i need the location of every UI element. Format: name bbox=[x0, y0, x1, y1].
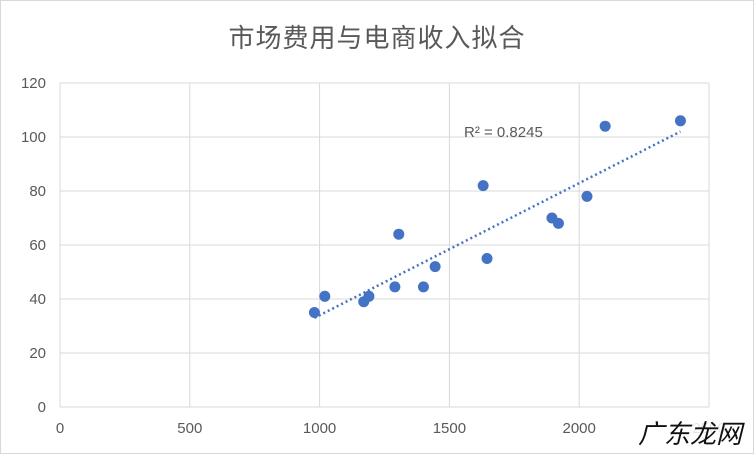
data-point bbox=[481, 253, 493, 264]
y-tick-label: 0 bbox=[38, 399, 46, 416]
trendline bbox=[313, 130, 682, 320]
data-point bbox=[389, 281, 401, 293]
r-squared-label: R² = 0.8245 bbox=[464, 124, 543, 141]
data-point bbox=[599, 120, 611, 132]
data-point bbox=[363, 290, 375, 302]
data-point bbox=[581, 190, 593, 202]
x-tick-label: 0 bbox=[56, 420, 64, 437]
y-tick-label: 20 bbox=[29, 345, 46, 362]
watermark-logo: 广东龙网 bbox=[633, 420, 746, 450]
data-point bbox=[393, 228, 405, 240]
x-tick-label: 1500 bbox=[433, 420, 466, 437]
data-point bbox=[308, 307, 320, 318]
data-point bbox=[674, 115, 686, 127]
data-point bbox=[552, 217, 564, 229]
data-point bbox=[429, 261, 441, 273]
y-tick-label: 60 bbox=[29, 237, 46, 254]
x-tick-label: 1000 bbox=[303, 420, 336, 437]
x-tick-label: 500 bbox=[177, 420, 202, 437]
chart-title: 市场费用与电商收入拟合 bbox=[228, 24, 526, 54]
x-tick-label: 2000 bbox=[563, 420, 596, 437]
y-tick-label: 40 bbox=[29, 291, 46, 308]
y-tick-label: 120 bbox=[21, 75, 46, 92]
data-point bbox=[319, 290, 331, 302]
data-point bbox=[477, 180, 489, 192]
y-tick-label: 80 bbox=[29, 183, 46, 200]
data-point bbox=[417, 281, 429, 293]
y-tick-label: 100 bbox=[21, 129, 46, 146]
